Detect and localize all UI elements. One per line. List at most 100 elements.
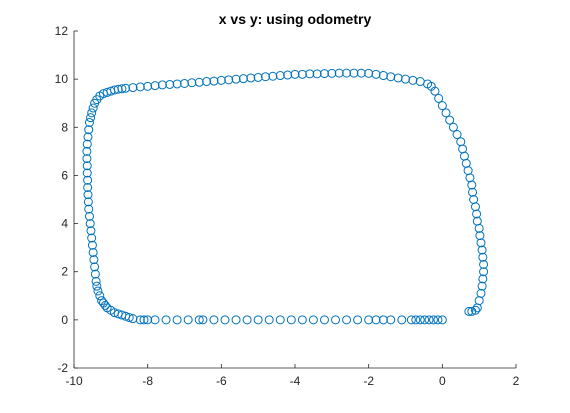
- data-point: [194, 77, 204, 87]
- data-point: [401, 74, 410, 84]
- data-point: [84, 204, 94, 214]
- data-point: [84, 125, 94, 135]
- data-point: [465, 173, 475, 183]
- y-tick-label: 6: [61, 168, 68, 182]
- data-point: [92, 281, 102, 291]
- data-point: [84, 117, 94, 127]
- data-point: [474, 223, 484, 233]
- data-point: [90, 269, 100, 279]
- data-point: [472, 303, 482, 313]
- data-point: [477, 245, 487, 255]
- data-point: [275, 315, 285, 325]
- data-point: [264, 315, 274, 325]
- data-point: [110, 85, 120, 95]
- chart-title: x vs y: using odometry: [219, 11, 372, 27]
- data-point: [224, 75, 234, 85]
- data-point: [113, 309, 123, 319]
- data-point: [437, 315, 447, 325]
- data-point: [458, 144, 468, 154]
- data-point: [268, 71, 278, 81]
- data-point: [86, 113, 96, 123]
- data-point: [319, 315, 329, 325]
- data-point: [467, 306, 477, 316]
- data-point: [478, 252, 488, 262]
- x-tick-label: -6: [216, 374, 227, 388]
- data-point: [231, 74, 241, 84]
- data-point: [82, 154, 92, 164]
- data-point: [97, 296, 107, 306]
- x-tick-label: 2: [513, 374, 520, 388]
- data-point: [238, 74, 248, 84]
- data-point: [349, 68, 359, 78]
- data-point: [83, 197, 93, 207]
- data-point: [82, 161, 92, 171]
- data-point: [242, 315, 252, 325]
- data-point: [220, 315, 230, 325]
- data-point: [216, 75, 226, 85]
- data-point: [452, 130, 462, 140]
- data-point: [172, 315, 182, 325]
- data-point: [415, 315, 425, 325]
- data-point: [183, 315, 193, 325]
- data-point: [91, 276, 101, 286]
- data-point: [478, 274, 488, 284]
- data-point: [461, 158, 471, 168]
- y-tick-label: 12: [55, 24, 69, 38]
- x-tick-label: -10: [65, 374, 83, 388]
- data-point: [408, 75, 418, 85]
- data-point: [393, 73, 403, 83]
- data-point: [84, 211, 94, 221]
- data-point: [165, 79, 175, 89]
- data-point: [472, 209, 482, 219]
- data-point: [463, 166, 473, 176]
- data-point: [128, 83, 138, 93]
- data-point: [434, 93, 444, 103]
- axes: -10 -8 -6 -4 -2 0 2 -2 0 2 4 6 8 10 12: [55, 24, 520, 388]
- data-point: [448, 122, 458, 132]
- data-point: [430, 86, 440, 96]
- y-tick-label: 0: [61, 313, 68, 327]
- data-point: [334, 68, 344, 78]
- y-tick-label: 8: [61, 120, 68, 134]
- data-point: [397, 315, 407, 325]
- data-point: [305, 69, 315, 79]
- data-point: [312, 69, 322, 79]
- y-tick-label: -2: [57, 361, 68, 375]
- data-point: [470, 202, 480, 212]
- data-point: [433, 315, 443, 325]
- data-point: [290, 69, 300, 79]
- data-point: [297, 69, 307, 79]
- data-point: [261, 72, 271, 82]
- x-tick-label: -4: [290, 374, 301, 388]
- data-point: [420, 315, 430, 325]
- data-point: [253, 315, 263, 325]
- data-point: [246, 73, 256, 83]
- data-point: [479, 267, 489, 277]
- data-point: [98, 298, 108, 308]
- data-point: [364, 315, 374, 325]
- data-point: [319, 69, 329, 79]
- x-tick-label: -8: [142, 374, 153, 388]
- data-point: [378, 315, 388, 325]
- data-point: [150, 81, 160, 91]
- data-point: [93, 286, 103, 296]
- data-point: [194, 315, 204, 325]
- data-point: [117, 84, 127, 94]
- data-point: [198, 315, 208, 325]
- data-point: [441, 108, 451, 118]
- data-point: [180, 78, 189, 88]
- data-point: [297, 315, 307, 325]
- data-point: [467, 180, 477, 190]
- data-point: [327, 68, 337, 78]
- data-point: [459, 151, 469, 161]
- data-point: [445, 115, 455, 125]
- data-point: [143, 81, 153, 91]
- data-point: [95, 291, 105, 301]
- data-point: [83, 190, 93, 200]
- data-point: [253, 72, 263, 82]
- data-point: [331, 315, 341, 325]
- data-point: [157, 80, 167, 90]
- data-point: [456, 137, 466, 147]
- x-tick-label: -2: [363, 374, 374, 388]
- data-point: [209, 76, 219, 86]
